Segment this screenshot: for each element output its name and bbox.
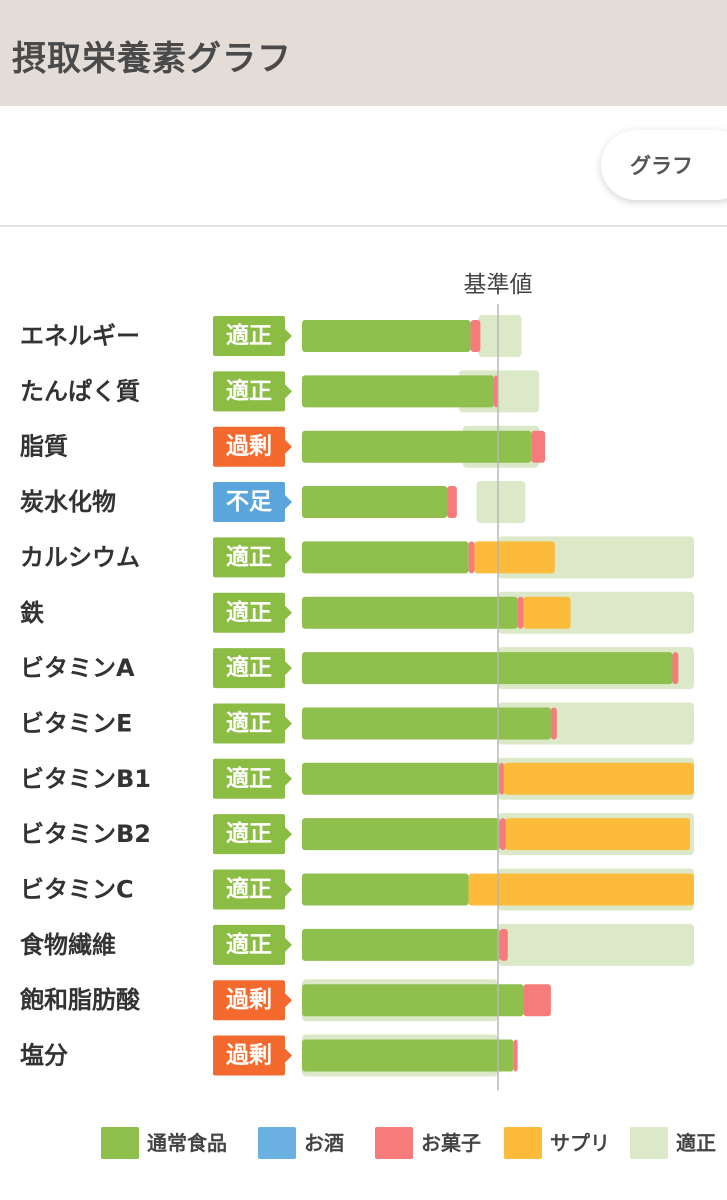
- bar-サプリ: [505, 818, 691, 851]
- legend-swatch: [630, 1127, 668, 1159]
- status-badge: [213, 426, 292, 467]
- status-badge-label: 過剰: [226, 1042, 272, 1069]
- status-badge-label: 適正: [226, 322, 272, 349]
- status-badge-label: 適正: [226, 709, 272, 736]
- bar-通常食品: [302, 984, 524, 1017]
- reference-label: 基準値: [464, 272, 533, 298]
- range-band: [498, 923, 694, 966]
- bar-お菓子: [672, 652, 679, 685]
- nutrient-label: ビタミンB1: [20, 765, 151, 793]
- bar-通常食品: [302, 762, 500, 795]
- range-band: [478, 315, 522, 357]
- nutrient-label: ビタミンB2: [20, 820, 151, 848]
- status-badge: [213, 980, 292, 1021]
- nutrient-label: カルシウム: [20, 543, 140, 571]
- status-badge: [213, 869, 292, 910]
- legend-label: 通常食品: [147, 1131, 227, 1155]
- bar-通常食品: [302, 707, 551, 740]
- status-badge: [213, 924, 292, 965]
- status-badge-label: 適正: [226, 599, 272, 626]
- bar-通常食品: [302, 652, 673, 685]
- status-badge-label: 適正: [226, 377, 272, 404]
- status-badge-label: 適正: [226, 931, 272, 958]
- bar-お菓子: [523, 984, 551, 1017]
- status-badge-label: 適正: [226, 543, 272, 570]
- bar-お菓子: [550, 707, 557, 740]
- nutrient-label: 飽和脂肪酸: [19, 986, 141, 1014]
- status-badge: [213, 648, 292, 689]
- bar-サプリ: [468, 873, 694, 906]
- legend-swatch: [101, 1127, 139, 1159]
- nutrient-label: 塩分: [20, 1042, 68, 1070]
- status-badge: [213, 537, 292, 578]
- status-badge-label: 適正: [226, 876, 272, 903]
- bar-サプリ: [503, 762, 694, 795]
- bar-お菓子: [499, 762, 504, 795]
- bar-お菓子: [499, 928, 508, 961]
- bar-通常食品: [302, 320, 471, 352]
- bar-お菓子: [513, 1039, 518, 1072]
- bar-お菓子: [499, 818, 506, 851]
- status-badge-label: 不足: [226, 489, 272, 515]
- nutrient-label: ビタミンE: [20, 709, 132, 737]
- legend-label: お菓子: [421, 1131, 481, 1155]
- status-badge: [213, 814, 292, 855]
- status-badge: [213, 316, 292, 356]
- status-badge-label: 過剰: [226, 433, 272, 460]
- status-badge: [213, 1035, 292, 1076]
- bar-通常食品: [302, 928, 500, 961]
- bar-通常食品: [302, 541, 469, 574]
- range-band: [476, 481, 526, 524]
- legend-label: 適正: [676, 1131, 716, 1155]
- bar-お菓子: [470, 320, 481, 352]
- tab-bar: グラフ: [0, 106, 727, 227]
- bar-通常食品: [302, 873, 469, 906]
- nutrient-label: 鉄: [20, 599, 44, 627]
- nutrient-label: 炭水化物: [20, 488, 116, 516]
- bar-お菓子: [494, 375, 498, 408]
- status-badge-label: 過剰: [226, 986, 272, 1013]
- legend-label: サプリ: [550, 1131, 610, 1155]
- status-badge: [213, 758, 292, 799]
- nutrient-label: エネルギー: [20, 322, 140, 350]
- legend-swatch: [375, 1127, 413, 1159]
- bar-通常食品: [302, 596, 518, 629]
- page-title: 摂取栄養素グラフ: [12, 39, 292, 79]
- legend-swatch: [258, 1127, 296, 1159]
- nutrient-label: 食物繊維: [20, 931, 116, 959]
- status-badge: [213, 703, 292, 744]
- tab-graph[interactable]: グラフ: [601, 130, 727, 200]
- status-badge: [213, 482, 292, 523]
- nutrient-label: たんぱく質: [20, 377, 140, 405]
- bar-サプリ: [474, 541, 555, 574]
- legend-swatch: [504, 1127, 542, 1159]
- bar-お菓子: [468, 541, 475, 574]
- status-badge-label: 適正: [226, 765, 272, 792]
- legend-label: お酒: [304, 1131, 344, 1155]
- bar-サプリ: [523, 596, 571, 629]
- status-badge-label: 適正: [226, 654, 272, 681]
- bar-お菓子: [447, 486, 457, 519]
- bar-お菓子: [517, 596, 524, 629]
- status-badge: [213, 371, 292, 412]
- status-badge-label: 適正: [226, 820, 272, 847]
- nutrient-label: ビタミンC: [20, 876, 134, 904]
- page-header: 摂取栄養素グラフ: [0, 0, 727, 106]
- nutrient-label: 脂質: [20, 433, 68, 461]
- bar-通常食品: [302, 1039, 514, 1072]
- bar-通常食品: [302, 375, 495, 408]
- tab-graph-label: グラフ: [630, 154, 693, 178]
- bar-通常食品: [302, 818, 500, 851]
- status-badge: [213, 592, 292, 633]
- bar-通常食品: [302, 430, 532, 463]
- bar-通常食品: [302, 486, 448, 519]
- nutrient-label: ビタミンA: [20, 654, 135, 682]
- bar-お菓子: [531, 430, 546, 463]
